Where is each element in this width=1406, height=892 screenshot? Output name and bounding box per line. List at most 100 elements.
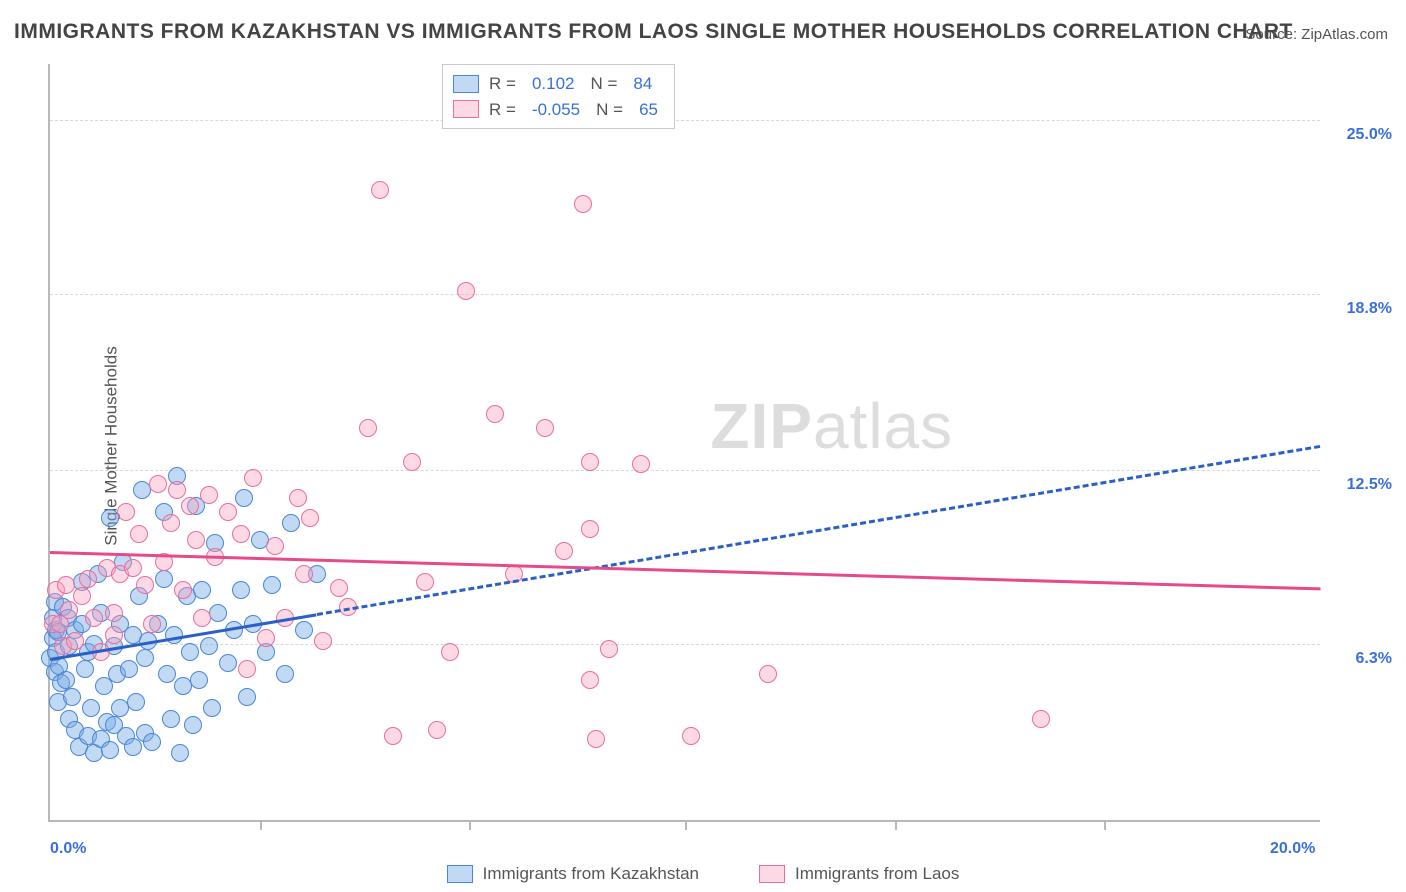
x-minor-tick bbox=[1104, 820, 1106, 830]
scatter-point bbox=[130, 525, 148, 543]
scatter-point bbox=[136, 576, 154, 594]
scatter-point bbox=[66, 632, 84, 650]
scatter-point bbox=[682, 727, 700, 745]
chart-title: IMMIGRANTS FROM KAZAKHSTAN VS IMMIGRANTS… bbox=[14, 20, 1293, 44]
legend-swatch bbox=[453, 75, 479, 93]
correlation-legend: R =0.102N =84R =-0.055N =65 bbox=[442, 64, 675, 129]
scatter-point bbox=[168, 481, 186, 499]
scatter-point bbox=[219, 503, 237, 521]
scatter-point bbox=[384, 727, 402, 745]
r-label: R = bbox=[489, 71, 516, 97]
correlation-legend-row: R =-0.055N =65 bbox=[453, 97, 664, 123]
scatter-point bbox=[190, 671, 208, 689]
scatter-point bbox=[117, 503, 135, 521]
scatter-point bbox=[85, 609, 103, 627]
scatter-point bbox=[574, 195, 592, 213]
scatter-point bbox=[143, 615, 161, 633]
x-minor-tick bbox=[469, 820, 471, 830]
gridline bbox=[50, 470, 1320, 471]
scatter-plot: ZIPatlas 6.3%12.5%18.8%25.0%0.0%20.0%R =… bbox=[48, 64, 1320, 822]
scatter-point bbox=[171, 744, 189, 762]
scatter-point bbox=[155, 570, 173, 588]
scatter-point bbox=[105, 604, 123, 622]
scatter-point bbox=[295, 565, 313, 583]
scatter-point bbox=[158, 665, 176, 683]
scatter-point bbox=[289, 489, 307, 507]
scatter-point bbox=[63, 688, 81, 706]
scatter-point bbox=[193, 581, 211, 599]
scatter-point bbox=[209, 604, 227, 622]
scatter-point bbox=[184, 716, 202, 734]
y-tick-label: 12.5% bbox=[1347, 476, 1392, 494]
scatter-point bbox=[282, 514, 300, 532]
legend-swatch-laos bbox=[759, 865, 785, 883]
scatter-point bbox=[235, 489, 253, 507]
gridline bbox=[50, 120, 1320, 121]
scatter-point bbox=[555, 542, 573, 560]
scatter-point bbox=[330, 579, 348, 597]
scatter-point bbox=[238, 688, 256, 706]
scatter-point bbox=[174, 581, 192, 599]
source-attribution: Source: ZipAtlas.com bbox=[1245, 26, 1388, 43]
scatter-point bbox=[181, 643, 199, 661]
scatter-point bbox=[486, 405, 504, 423]
scatter-point bbox=[314, 632, 332, 650]
scatter-point bbox=[76, 660, 94, 678]
scatter-point bbox=[295, 621, 313, 639]
scatter-point bbox=[203, 699, 221, 717]
scatter-point bbox=[120, 660, 138, 678]
n-label: N = bbox=[590, 71, 617, 97]
gridline bbox=[50, 294, 1320, 295]
scatter-point bbox=[536, 419, 554, 437]
r-value: 0.102 bbox=[526, 71, 581, 97]
source-value: ZipAtlas.com bbox=[1301, 26, 1388, 43]
scatter-point bbox=[219, 654, 237, 672]
y-tick-label: 6.3% bbox=[1356, 650, 1392, 668]
x-minor-tick bbox=[895, 820, 897, 830]
legend-item-kazakhstan: Immigrants from Kazakhstan bbox=[447, 864, 699, 884]
source-label: Source: bbox=[1245, 26, 1301, 43]
scatter-point bbox=[263, 576, 281, 594]
scatter-point bbox=[257, 629, 275, 647]
watermark-zip: ZIP bbox=[710, 390, 813, 462]
scatter-point bbox=[200, 637, 218, 655]
scatter-point bbox=[162, 710, 180, 728]
scatter-point bbox=[187, 531, 205, 549]
legend-swatch-kazakhstan bbox=[447, 865, 473, 883]
scatter-point bbox=[193, 609, 211, 627]
scatter-point bbox=[759, 665, 777, 683]
scatter-point bbox=[124, 559, 142, 577]
scatter-point bbox=[143, 733, 161, 751]
scatter-point bbox=[581, 671, 599, 689]
scatter-point bbox=[82, 699, 100, 717]
scatter-point bbox=[244, 469, 262, 487]
scatter-point bbox=[149, 475, 167, 493]
scatter-point bbox=[124, 738, 142, 756]
scatter-point bbox=[416, 573, 434, 591]
x-tick-label: 0.0% bbox=[50, 840, 86, 858]
n-value: 84 bbox=[627, 71, 658, 97]
scatter-point bbox=[232, 525, 250, 543]
x-minor-tick bbox=[685, 820, 687, 830]
scatter-point bbox=[581, 453, 599, 471]
scatter-point bbox=[57, 671, 75, 689]
legend-label-kazakhstan: Immigrants from Kazakhstan bbox=[483, 864, 699, 884]
legend-swatch bbox=[453, 100, 479, 118]
scatter-point bbox=[105, 626, 123, 644]
scatter-point bbox=[276, 665, 294, 683]
scatter-point bbox=[266, 537, 284, 555]
watermark-atlas: atlas bbox=[813, 390, 953, 462]
correlation-legend-row: R = 0.102 N = 84 bbox=[453, 71, 664, 97]
watermark: ZIPatlas bbox=[710, 389, 953, 463]
scatter-point bbox=[60, 601, 78, 619]
scatter-point bbox=[57, 576, 75, 594]
scatter-point bbox=[428, 721, 446, 739]
scatter-point bbox=[127, 693, 145, 711]
n-label: N = bbox=[596, 97, 623, 123]
scatter-point bbox=[587, 730, 605, 748]
y-tick-label: 25.0% bbox=[1347, 126, 1392, 144]
scatter-point bbox=[232, 581, 250, 599]
y-tick-label: 18.8% bbox=[1347, 300, 1392, 318]
scatter-point bbox=[1032, 710, 1050, 728]
legend-label-laos: Immigrants from Laos bbox=[795, 864, 959, 884]
